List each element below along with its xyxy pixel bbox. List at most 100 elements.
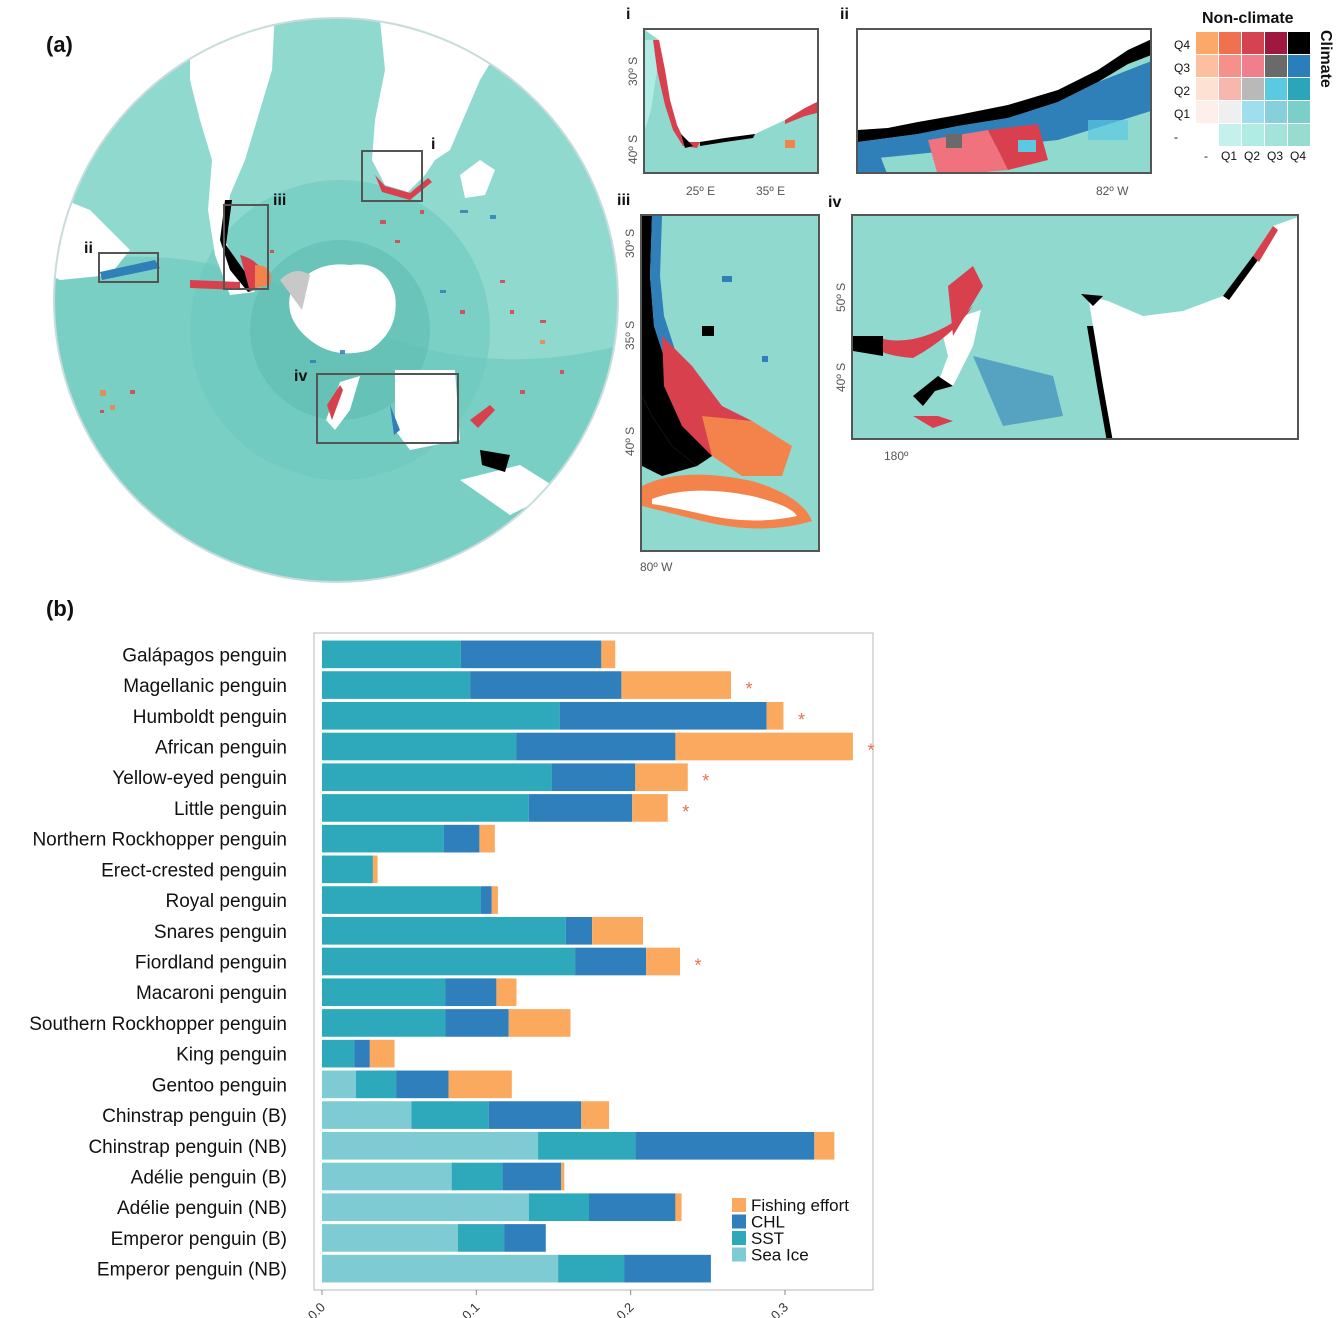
bar-segment bbox=[322, 1193, 529, 1222]
x-tick-label: 0.0 bbox=[305, 1300, 328, 1318]
legend-cell bbox=[1196, 78, 1218, 100]
legend-cell bbox=[1196, 32, 1218, 54]
map-box-iv-label: iv bbox=[294, 368, 308, 385]
legend-cell bbox=[1219, 32, 1241, 54]
legend-cell bbox=[1265, 32, 1287, 54]
legend-y-label: Q1 bbox=[1174, 107, 1191, 121]
species-label: Northern Rockhopper penguin bbox=[32, 830, 287, 851]
species-label: Yellow-eyed penguin bbox=[112, 768, 287, 789]
bar-segment bbox=[445, 978, 497, 1007]
bar-segment bbox=[322, 763, 552, 792]
bar-segment bbox=[528, 1193, 589, 1222]
map-box-iii-label: iii bbox=[273, 192, 287, 209]
bar-segment bbox=[451, 1162, 503, 1191]
inset-i-lon-35: 35º E bbox=[756, 184, 786, 198]
bar-segment bbox=[504, 1224, 546, 1252]
legend-cell bbox=[1196, 55, 1218, 77]
species-label: Snares penguin bbox=[154, 922, 287, 943]
legend-cell bbox=[1242, 124, 1264, 146]
panel-b-label: (b) bbox=[46, 596, 75, 621]
bar-segment bbox=[322, 1009, 446, 1037]
species-label: Chinstrap penguin (B) bbox=[102, 1106, 287, 1127]
bar-segment bbox=[675, 732, 853, 761]
species-label: Humboldt penguin bbox=[133, 707, 287, 728]
legend-y-label: Q3 bbox=[1174, 61, 1191, 75]
species-label: Galápagos penguin bbox=[122, 645, 287, 666]
bar-segment bbox=[322, 855, 373, 884]
species-label: Fiordland penguin bbox=[135, 953, 287, 974]
bar-segment bbox=[565, 916, 593, 945]
legend-swatch bbox=[732, 1198, 746, 1212]
legend-cell bbox=[1219, 101, 1241, 123]
bar-segment bbox=[538, 1131, 636, 1160]
significance-asterisk: * bbox=[745, 679, 752, 699]
legend-cell bbox=[1242, 55, 1264, 77]
legend-cell bbox=[1265, 124, 1287, 146]
bar-segment bbox=[354, 1039, 370, 1068]
legend-cell bbox=[1265, 101, 1287, 123]
inset-ii-lon-82: 82º W bbox=[1096, 184, 1129, 198]
bar-segment bbox=[322, 978, 446, 1007]
bar-segment bbox=[322, 1070, 356, 1099]
bar-segment bbox=[322, 824, 444, 853]
southern-hemisphere-map bbox=[53, 17, 619, 583]
bar-segment bbox=[588, 1193, 676, 1222]
species-label: African penguin bbox=[155, 738, 287, 759]
legend-cell bbox=[1219, 78, 1241, 100]
inset-ii-label: ii bbox=[840, 6, 849, 23]
species-label: Magellanic penguin bbox=[123, 676, 287, 697]
bar-segment bbox=[322, 794, 529, 822]
legend-cell bbox=[1219, 55, 1241, 77]
bar-segment bbox=[322, 671, 471, 699]
bar-segment bbox=[814, 1131, 835, 1160]
bar-segment bbox=[575, 947, 647, 976]
significance-asterisk: * bbox=[695, 956, 702, 976]
inset-iv-lat-50: 50º S bbox=[834, 282, 848, 312]
bar-segment bbox=[322, 916, 566, 945]
legend-label: SST bbox=[751, 1229, 784, 1248]
bar-segment bbox=[355, 1070, 397, 1099]
bar-segment bbox=[322, 1131, 539, 1160]
bar-segment bbox=[559, 701, 767, 730]
species-label: Little penguin bbox=[174, 799, 287, 820]
species-label: Adélie penguin (B) bbox=[131, 1168, 287, 1189]
species-label: Gentoo penguin bbox=[152, 1075, 287, 1096]
legend-cell bbox=[1288, 55, 1310, 77]
map-box-iii bbox=[223, 204, 269, 290]
map-box-i bbox=[361, 150, 423, 202]
bar-segment bbox=[322, 732, 517, 761]
stacked-bar-chart: Galápagos penguin Magellanic penguin * Humb… bbox=[29, 632, 874, 1318]
bar-segment bbox=[561, 1162, 565, 1191]
bar-segment bbox=[491, 886, 498, 914]
bar-segment bbox=[322, 886, 481, 914]
legend-cell bbox=[1219, 124, 1241, 146]
bar-segment bbox=[322, 947, 576, 976]
bar-segment bbox=[528, 794, 633, 822]
species-label: Emperor penguin (B) bbox=[111, 1229, 287, 1250]
bar-segment bbox=[322, 1224, 458, 1252]
inset-iii-lat-40: 40º S bbox=[623, 426, 637, 456]
bar-segment bbox=[479, 824, 495, 853]
legend-y-label: Q2 bbox=[1174, 84, 1191, 98]
bar-segment bbox=[635, 1131, 815, 1160]
bar-segment bbox=[411, 1101, 489, 1129]
bar-segment bbox=[558, 1254, 625, 1283]
inset-iii-lon-80: 80º W bbox=[640, 560, 673, 574]
inset-ii-map bbox=[856, 28, 1152, 174]
legend-label: CHL bbox=[751, 1213, 785, 1232]
inset-iii-lat-35: 35º S bbox=[623, 320, 637, 350]
bar-segment bbox=[646, 947, 681, 976]
species-label: Emperor penguin (NB) bbox=[97, 1260, 287, 1281]
bar-segment bbox=[369, 1039, 395, 1068]
species-label: Royal penguin bbox=[166, 891, 287, 912]
map-box-ii bbox=[98, 252, 159, 283]
map-box-iv bbox=[316, 373, 459, 444]
x-tick-label: 0.1 bbox=[459, 1300, 482, 1318]
bar-segment bbox=[635, 763, 688, 792]
inset-iv-map bbox=[851, 214, 1299, 440]
legend-label: Sea Ice bbox=[751, 1246, 809, 1265]
bar-segment bbox=[488, 1101, 582, 1129]
bar-segment bbox=[322, 1162, 452, 1191]
legend-cell bbox=[1288, 124, 1310, 146]
legend-cell bbox=[1288, 101, 1310, 123]
